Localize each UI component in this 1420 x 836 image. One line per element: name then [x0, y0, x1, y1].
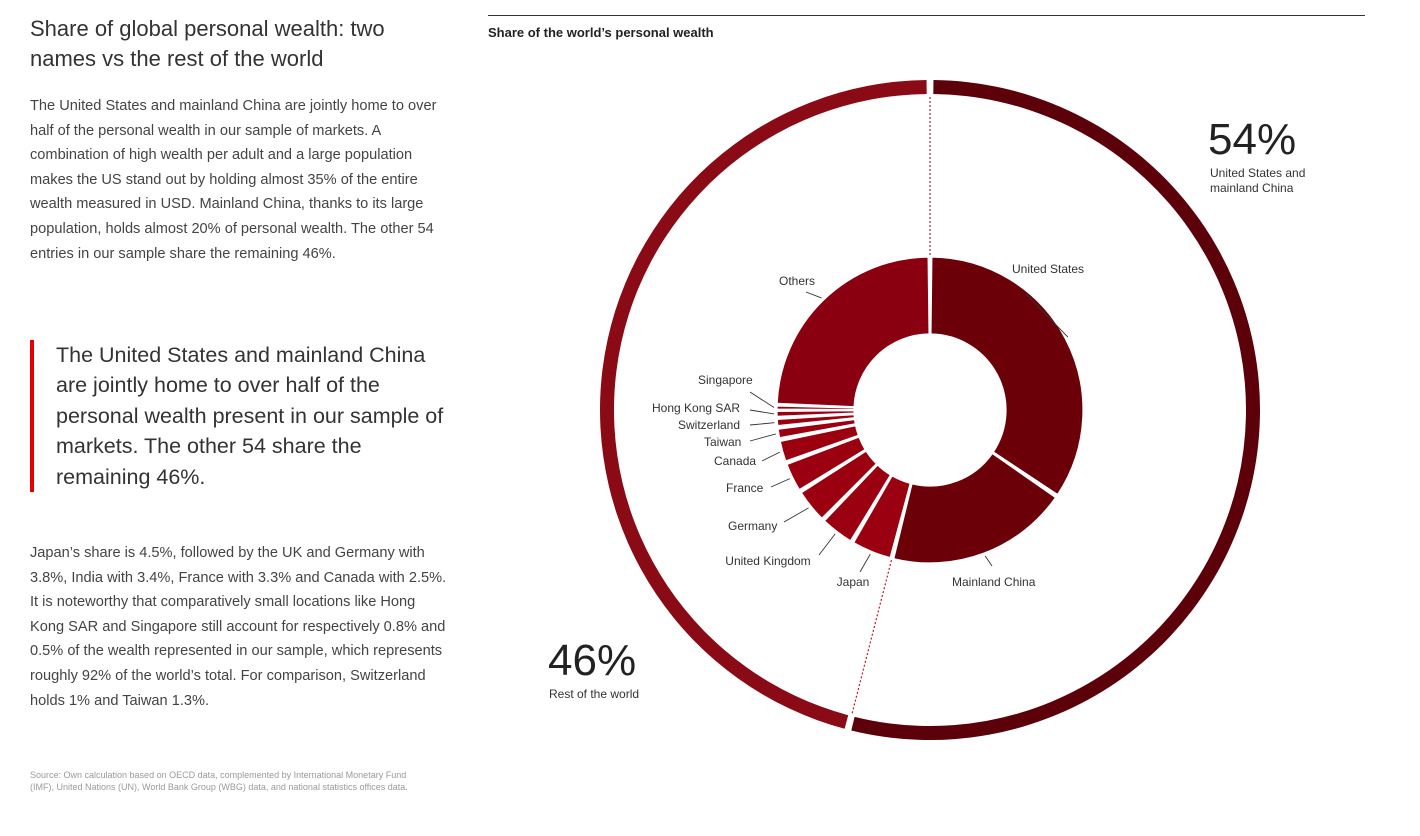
label-japan: Japan — [837, 575, 870, 589]
leader-line-others — [805, 291, 822, 299]
sublabel-united-states-and-mainland-china: United States and mainland China — [1210, 166, 1305, 195]
label-united-states: United States — [1012, 262, 1084, 276]
inner-ring — [776, 256, 1084, 564]
leader-line-united-kingdom — [818, 533, 836, 556]
inner-slice-germany — [800, 450, 878, 520]
leader-line-taiwan — [749, 433, 776, 442]
chart-title: Share of the world’s personal wealth — [488, 25, 714, 40]
pct-united-states-and-mainland-china: 54% — [1208, 115, 1296, 164]
outer-slice-rest-of-the-world — [600, 80, 927, 729]
source-note: Source: Own calculation based on OECD da… — [30, 770, 408, 792]
separators — [851, 95, 931, 716]
pull-quote: The United States and mainland China are… — [30, 340, 450, 493]
leader-line-mainland-china — [984, 555, 993, 567]
leader-line-japan — [859, 553, 871, 573]
label-united-kingdom: United Kingdom — [725, 554, 810, 568]
inner-slice-mainland-china — [893, 452, 1057, 564]
chart-top-rule — [488, 15, 1365, 16]
outer-ring-labels: 54%United States and mainland China 46% Res… — [548, 115, 1305, 701]
inner-slice-hong-kong-sar — [776, 410, 855, 417]
intro-paragraph: The United States and mainland China are… — [30, 98, 437, 262]
inner-slice-united-states — [930, 256, 1084, 496]
pct-rest-of-the-world: 46% — [548, 636, 636, 685]
label-germany: Germany — [728, 519, 777, 533]
inner-slice-others — [776, 256, 930, 408]
inner-slice-france — [786, 436, 866, 491]
inner-slice-united-kingdom — [823, 464, 892, 542]
inner-slice-taiwan — [777, 418, 856, 439]
separator-line-1 — [851, 559, 893, 716]
leader-line-canada — [761, 451, 780, 462]
leader-line-hong-kong-sar — [749, 409, 775, 415]
label-canada: Canada — [714, 454, 756, 468]
inner-ring-labels: United States Mainland China Japan United K… — [652, 262, 1084, 589]
leader-line-germany — [783, 507, 809, 523]
label-taiwan: Taiwan — [704, 435, 741, 449]
label-others: Others — [779, 274, 815, 288]
leader-line-singapore — [749, 391, 775, 408]
inner-slice-singapore — [776, 405, 855, 411]
leader-line-france — [770, 478, 791, 488]
inner-slice-canada — [779, 424, 860, 462]
label-hong-kong-sar: Hong Kong SAR — [652, 401, 740, 415]
label-singapore: Singapore — [698, 373, 753, 387]
sublabel-rest-of-the-world: Rest of the world — [549, 687, 639, 701]
detail-paragraph: Japan’s share is 4.5%, followed by the U… — [30, 545, 447, 709]
wealth-donut-chart: United States Mainland China Japan United K… — [548, 80, 1305, 741]
leader-line-united-states — [1025, 293, 1069, 338]
label-mainland-china: Mainland China — [952, 575, 1036, 589]
label-switzerland: Switzerland — [678, 418, 740, 432]
label-france: France — [726, 481, 764, 495]
inner-slice-japan — [852, 475, 911, 559]
page-heading: Share of global personal wealth: two nam… — [30, 16, 385, 71]
leader-line-switzerland — [749, 422, 775, 426]
inner-slice-switzerland — [776, 414, 856, 427]
